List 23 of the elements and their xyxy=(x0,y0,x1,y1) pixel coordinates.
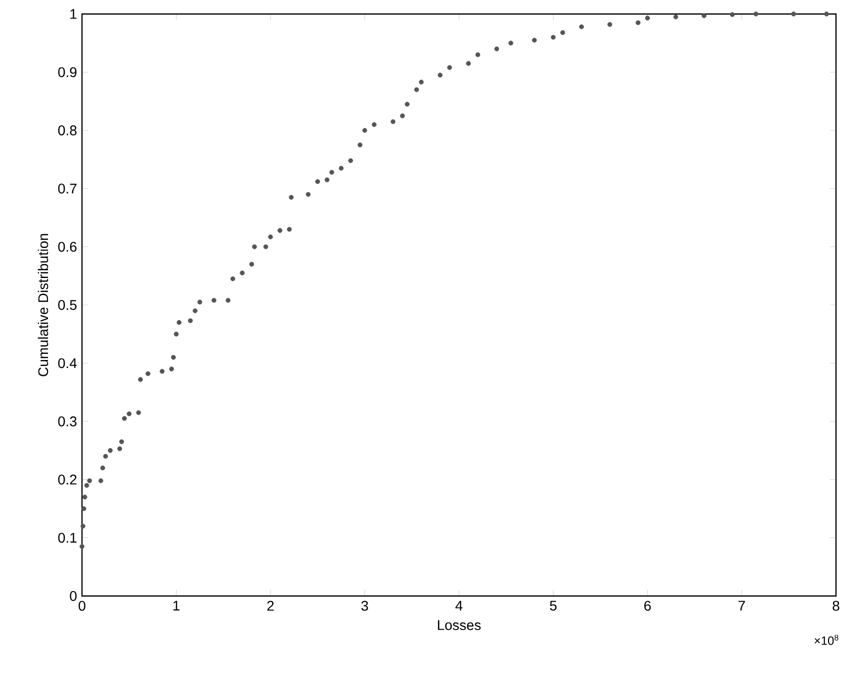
x-tick-label: 2 xyxy=(267,600,274,611)
text: ×10$^{8}$ xyxy=(814,634,838,645)
x-tick-label: 1 xyxy=(173,600,180,610)
y-tick-label: 0 xyxy=(70,591,77,601)
x-tick-label: 3 xyxy=(361,600,368,611)
x-axis-title: Losses xyxy=(438,620,481,630)
y-tick-label: 0.7 xyxy=(58,184,76,194)
y-tick-label: 0.3 xyxy=(58,416,77,426)
y-tick-label: 0.9 xyxy=(58,67,76,78)
y-tick-label: 0.1 xyxy=(58,532,76,543)
y-axis-title: Cumulative Distribution xyxy=(38,234,48,376)
y-tick-label: 1 xyxy=(70,9,76,19)
x-tick-label: 4 xyxy=(455,600,462,610)
y-tick-label: 0.5 xyxy=(58,300,77,310)
x-tick-label: 8 xyxy=(832,600,840,611)
y-tick-label: 0.2 xyxy=(58,474,76,485)
x-tick-label: 6 xyxy=(644,600,651,611)
y-tick-label: 0.8 xyxy=(58,125,77,136)
x-tick-label: 5 xyxy=(550,600,557,611)
y-tick-label: 0.4 xyxy=(58,358,77,368)
x-tick-label: 7 xyxy=(738,600,745,610)
x-tick-label: 0 xyxy=(78,600,86,611)
y-tick-label: 0.6 xyxy=(58,242,77,252)
